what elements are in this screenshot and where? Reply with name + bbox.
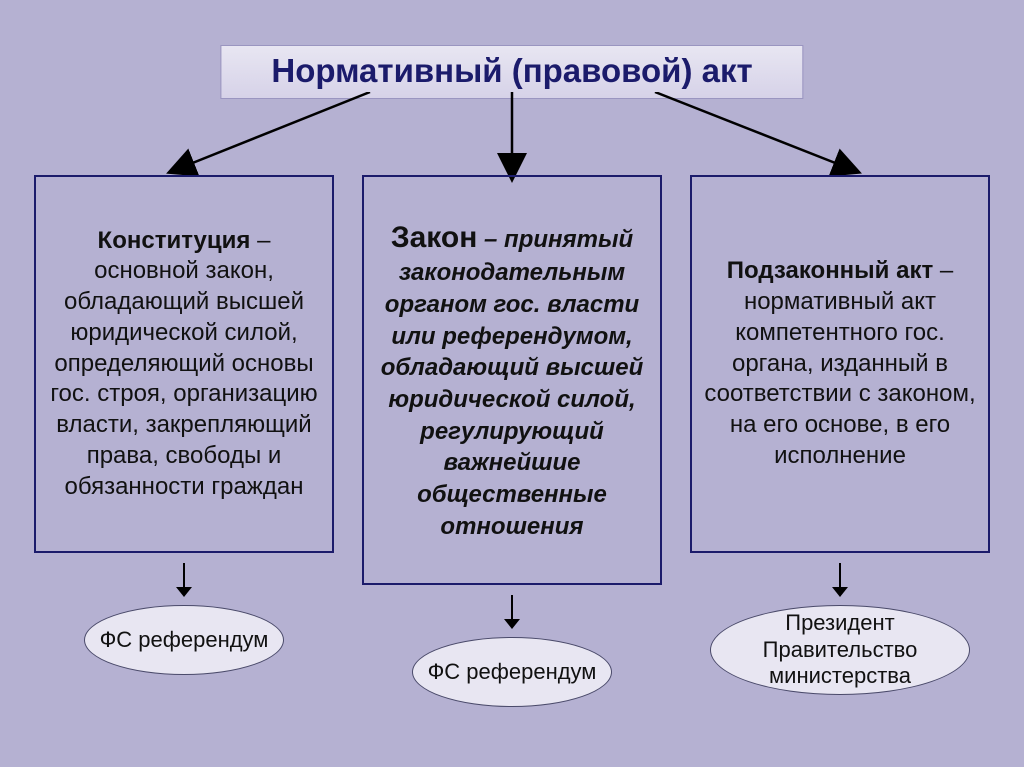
box-law: Закон – принятый законодательным органом… — [362, 175, 662, 585]
box-constitution: Конституция – основной закон, обладающий… — [34, 175, 334, 553]
term-sublaw: Подзаконный акт — [727, 257, 933, 284]
ellipse-law: ФС референдум — [412, 637, 612, 707]
def-sublaw: – нормативный акт компетентного гос. орг… — [704, 257, 975, 468]
box-sublaw: Подзаконный акт – нормативный акт компет… — [690, 175, 990, 553]
term-law: Закон — [391, 221, 478, 254]
col-constitution: Конституция – основной закон, обладающий… — [34, 175, 334, 707]
ellipse-constitution: ФС референдум — [84, 605, 284, 675]
diagram-title: Нормативный (правовой) акт — [220, 45, 803, 99]
columns: Конституция – основной закон, обладающий… — [0, 175, 1024, 707]
col-law: Закон – принятый законодательным органом… — [362, 175, 662, 707]
definition-text: Закон – принятый законодательным органом… — [372, 218, 652, 543]
definition-text: Подзаконный акт – нормативный акт компет… — [700, 256, 980, 471]
definition-text: Конституция – основной закон, обладающий… — [44, 226, 324, 502]
def-constitution: – основной закон, обладающий высшей юрид… — [50, 227, 317, 500]
term-constitution: Конституция — [98, 227, 251, 254]
down-arrow-icon — [500, 595, 524, 631]
down-arrow-icon — [828, 563, 852, 599]
def-law: – принятый законодательным органом гос. … — [381, 226, 644, 540]
col-sublaw: Подзаконный акт – нормативный акт компет… — [690, 175, 990, 707]
ellipse-sublaw: Президент Правительство министерства — [710, 605, 970, 695]
down-arrow-icon — [172, 563, 196, 599]
